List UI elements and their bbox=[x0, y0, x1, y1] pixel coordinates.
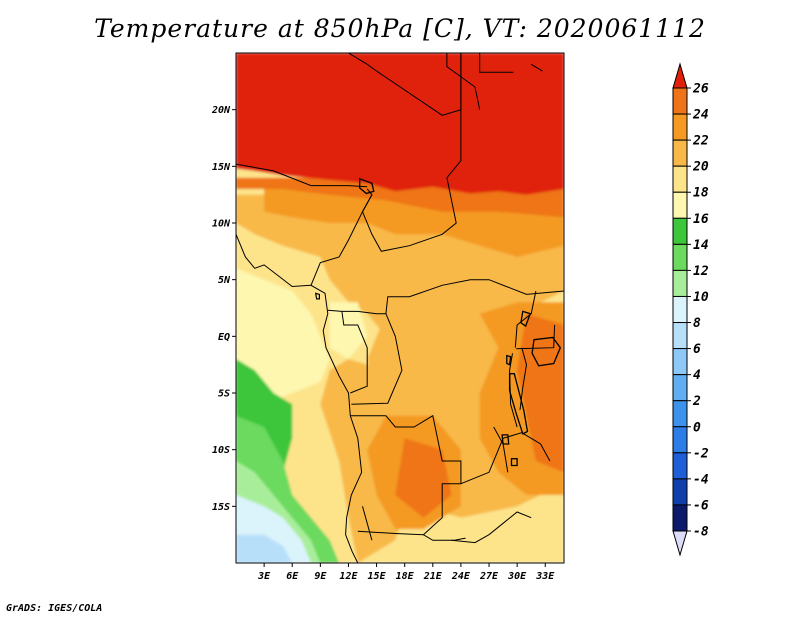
colorbar-max-arrow bbox=[672, 62, 688, 89]
map-frame bbox=[235, 52, 565, 564]
colorbar-min-arrow bbox=[672, 530, 688, 557]
colorbar-label: 10 bbox=[693, 290, 709, 305]
colorbar-swatch bbox=[672, 426, 688, 454]
x-tick-label: 24E bbox=[451, 571, 471, 582]
colorbar-label: 8 bbox=[693, 316, 701, 331]
border-zambezi bbox=[451, 511, 532, 544]
x-tick-label: 21E bbox=[423, 571, 443, 582]
colorbar-swatch bbox=[672, 217, 688, 245]
lake-chad bbox=[359, 177, 375, 195]
y-tick-label: 5S bbox=[218, 389, 230, 400]
border-angola-drc bbox=[350, 414, 462, 484]
y-axis: 20N 15N 10N 5N EQ 5S 10S 15S bbox=[211, 105, 236, 513]
y-tick-label: 15S bbox=[212, 502, 230, 513]
colorbar-label: 16 bbox=[693, 212, 709, 227]
border-congo-drc bbox=[351, 313, 403, 405]
temperature-field bbox=[236, 53, 564, 563]
colorbar-label: 12 bbox=[693, 264, 709, 279]
colorbar-label: 26 bbox=[692, 82, 709, 97]
x-tick-label: 6E bbox=[286, 571, 299, 582]
colorbar-swatch bbox=[672, 478, 688, 506]
y-tick-label: 10S bbox=[212, 445, 230, 456]
x-tick-label: 27E bbox=[479, 571, 499, 582]
colorbar-swatch bbox=[672, 295, 688, 324]
contour-band-26-sahara bbox=[236, 53, 564, 195]
contour-band-6 bbox=[236, 534, 293, 563]
colorbar-swatch bbox=[672, 348, 688, 376]
colorbar-swatch bbox=[672, 191, 688, 219]
x-tick-label: 9E bbox=[314, 571, 327, 582]
colorbar-label: 22 bbox=[692, 134, 709, 149]
colorbar-label: 14 bbox=[693, 238, 709, 253]
colorbar-label: 0 bbox=[693, 420, 701, 435]
contour-band-24-east bbox=[517, 313, 564, 473]
chart-title: Temperature at 850hPa [C], VT: 202006111… bbox=[94, 14, 706, 43]
lake-tanganyika bbox=[508, 373, 529, 435]
border-chad-north bbox=[446, 53, 481, 110]
border-libya-egypt bbox=[479, 53, 514, 73]
colorbar-label: 20 bbox=[692, 160, 709, 175]
x-tick-label: 12E bbox=[339, 571, 358, 582]
lake-mweru bbox=[501, 434, 510, 445]
island-bioko bbox=[314, 292, 320, 300]
country-borders bbox=[236, 53, 564, 563]
x-tick-label: 3E bbox=[257, 571, 271, 582]
colorbar-swatch bbox=[672, 400, 688, 428]
x-axis: 3E 6E 9E 12E 15E 18E 21E 24E 27E 30E 33E bbox=[257, 563, 555, 582]
border-nigeria-cameroon bbox=[310, 194, 373, 286]
colorbar-swatch bbox=[672, 113, 688, 141]
border-niger-nigeria bbox=[236, 163, 368, 188]
x-tick-label: 33E bbox=[535, 571, 555, 582]
colorbar-label: 2 bbox=[692, 394, 701, 409]
x-tick-label: 30E bbox=[507, 571, 527, 582]
colorbar-label: -6 bbox=[693, 498, 709, 513]
colorbar-swatch bbox=[672, 269, 688, 297]
colorbar-swatch bbox=[672, 504, 688, 532]
colorbar-swatch bbox=[672, 139, 688, 167]
grads-credit: GrADS: IGES/COLA bbox=[6, 603, 103, 614]
y-tick-label: 5N bbox=[218, 275, 231, 286]
colorbar-swatch bbox=[672, 374, 688, 402]
border-gabon-congo bbox=[341, 311, 368, 394]
x-tick-label: 18E bbox=[396, 571, 415, 582]
border-angola-inner bbox=[362, 506, 373, 541]
y-tick-label: 15N bbox=[212, 162, 231, 173]
colorbar-label: 18 bbox=[693, 186, 709, 201]
lake-albert bbox=[520, 310, 532, 328]
border-angola-zambia bbox=[423, 483, 461, 536]
lake-nasser bbox=[530, 63, 543, 72]
contour-band-16-congo bbox=[329, 302, 368, 359]
colorbar-swatch bbox=[672, 87, 688, 115]
colorbar-swatch bbox=[672, 243, 688, 271]
colorbar-swatch bbox=[672, 165, 688, 193]
x-tick-label: 15E bbox=[368, 571, 387, 582]
border-uganda-drc bbox=[514, 290, 537, 348]
y-tick-label: EQ bbox=[218, 332, 230, 343]
border-central-lat bbox=[327, 279, 564, 315]
border-angola-namibia bbox=[357, 530, 466, 541]
contour-band-24-south bbox=[395, 438, 452, 518]
colorbar-label: -4 bbox=[693, 472, 709, 487]
colorbar-label: 24 bbox=[692, 108, 709, 123]
lake-kivu bbox=[506, 354, 512, 366]
lake-bangweulu bbox=[510, 458, 518, 467]
colorbar-label: 6 bbox=[693, 342, 701, 357]
border-uganda-tanzania bbox=[516, 324, 556, 350]
border-zambia-drc bbox=[460, 432, 551, 485]
colorbar-label: -8 bbox=[693, 525, 709, 540]
colorbar-label: 4 bbox=[693, 368, 701, 383]
coastline bbox=[236, 234, 363, 563]
colorbar-swatch bbox=[672, 322, 688, 350]
y-tick-label: 10N bbox=[212, 219, 231, 230]
lake-victoria bbox=[531, 336, 562, 367]
colorbar-label: -2 bbox=[693, 446, 709, 461]
colorbar-swatch bbox=[672, 452, 688, 480]
y-tick-label: 20N bbox=[211, 105, 231, 116]
